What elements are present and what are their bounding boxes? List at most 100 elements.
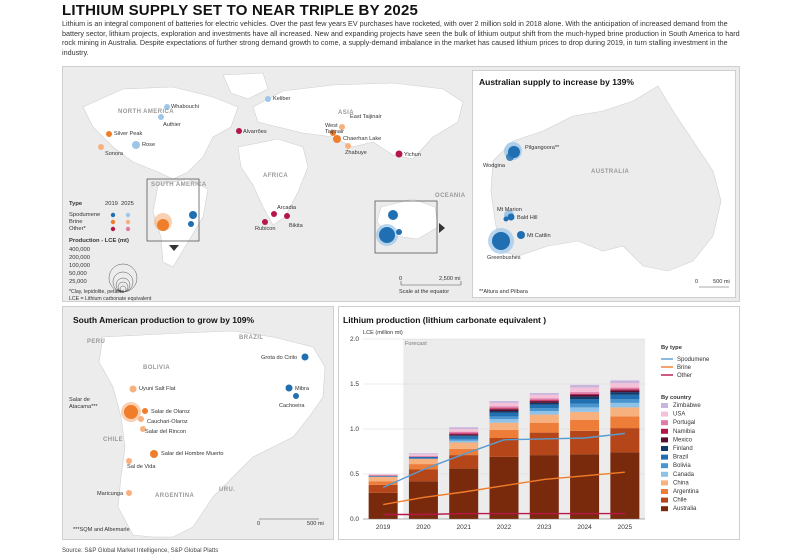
south-america-scale-left: 0	[257, 521, 261, 527]
site-label-cachoeira: Cachoeira	[279, 403, 305, 409]
legend-swatch-finland	[661, 446, 668, 451]
australia-shape	[490, 85, 722, 272]
australia-panel: Australian supply to increase by 139% AU…	[472, 70, 736, 298]
australia-scale-left: 0	[695, 279, 699, 285]
legend-type-brine: Brine	[69, 219, 83, 225]
bar-segment-china-2022	[489, 422, 519, 430]
bar-segment-mexico-2023	[529, 401, 559, 403]
legend-type-spodumene: Spodumene	[69, 212, 101, 218]
bar-segment-usa-2021	[449, 429, 479, 432]
bar-segment-canada-2024	[570, 407, 600, 412]
bar-segment-usa-2019	[368, 474, 398, 475]
legend-country-label: Canada	[673, 472, 695, 478]
site-label-wodgina: Wodgina	[483, 163, 505, 169]
site-label-mibra: Mibra	[295, 386, 309, 392]
legend-by-country-header: By country	[661, 395, 692, 401]
legend-country-label: Namibia	[673, 429, 696, 435]
legend-production-50000: 50,000	[69, 271, 87, 277]
australia-panel-title: Australian supply to increase by 139%	[479, 77, 634, 87]
legend-country-label: Chile	[673, 498, 687, 504]
country-australia: AUSTRALIA	[591, 169, 630, 175]
bar-segment-brazil-2019	[368, 475, 398, 477]
australia-inset-arrow	[439, 223, 445, 233]
site-label-mt-cattlin: Mt Cattlin	[527, 233, 551, 239]
region-south-america: SOUTH AMERICA	[151, 182, 207, 188]
legend-production-header: Production - LCE (mt)	[69, 238, 129, 244]
legend-line-label: Brine	[677, 365, 692, 371]
bar-segment-australia-2020	[408, 481, 438, 519]
bar-segment-brazil-2025	[610, 394, 640, 400]
bar-segment-bolivia-2025	[610, 399, 640, 403]
site-label-olaroz: Salar de Olaroz	[151, 409, 190, 415]
legend-production-100000: 100,000	[69, 263, 90, 269]
production-chart-title: Lithium production (lithium carbonate eq…	[343, 315, 547, 325]
y-tick-label: 0.5	[350, 471, 359, 478]
south-america-detail-shape	[98, 330, 326, 538]
bar-segment-argentina-2023	[529, 422, 559, 433]
bar-segment-zimbabwe-2024	[570, 384, 600, 388]
bar-segment-bolivia-2023	[529, 408, 559, 411]
bar-segment-namibia-2024	[570, 393, 600, 395]
site-label-atacama: Salar de Atacama***	[69, 397, 98, 410]
legend-swatch-portugal	[661, 420, 668, 426]
bar-segment-portugal-2024	[570, 392, 600, 394]
legend-line-label: Spodumene	[677, 357, 710, 363]
bar-segment-brazil-2020	[408, 456, 438, 459]
map-scale-right: 2,500 mi	[439, 276, 461, 282]
legend-swatch-china	[661, 480, 668, 486]
site-label-cauchari-olaroz: Cauchari-Olaroz	[147, 419, 188, 425]
bar-segment-zimbabwe-2023	[529, 393, 559, 395]
legend-year-2025: 2025	[121, 201, 134, 207]
legend-country-label: USA	[673, 412, 685, 418]
legend-country-label: Zimbabwe	[673, 403, 701, 409]
site-label-yichun: Yichun	[404, 152, 421, 158]
bar-segment-finland-2023	[529, 402, 559, 405]
legend-country-label: Mexico	[673, 437, 693, 443]
site-label-rose: Rose	[142, 142, 156, 148]
line-other	[383, 512, 625, 516]
site-label-mt-marion: Mt Marion	[497, 207, 522, 213]
line-brine	[383, 471, 625, 506]
site-label-keliber: Keliber	[273, 96, 291, 102]
legend-swatch-namibia	[661, 428, 668, 434]
legend-production-25000: 25,000	[69, 279, 87, 285]
forecast-label: Forecast	[405, 341, 427, 347]
x-tick-label: 2024	[577, 524, 592, 531]
bar-segment-mexico-2025	[610, 390, 640, 393]
bar-segment-portugal-2025	[610, 387, 640, 390]
bar-segment-portugal-2022	[489, 406, 519, 409]
legend-country-label: Australia	[673, 506, 697, 512]
bar-segment-usa-2025	[610, 383, 640, 388]
production-chart-ylabel: LCE (million mt)	[363, 330, 403, 336]
production-chart: 0.0 0.5 1.0 1.5 2.0 2019 2020 2021 2022 2023 2024 2…	[350, 336, 710, 531]
page-title: LITHIUM SUPPLY SET TO NEAR TRIPLE BY 202…	[62, 2, 419, 19]
bar-segment-chile-2021	[449, 455, 479, 469]
bar-segment-namibia-2023	[529, 400, 559, 402]
world-map	[82, 72, 464, 293]
site-label-arcadia: Arcadia	[277, 205, 296, 211]
bar-segment-china-2023	[529, 414, 559, 423]
bar-segment-zimbabwe-2025	[610, 380, 640, 384]
bar-segment-argentina-2019	[368, 481, 398, 485]
bar-segment-australia-2022	[489, 456, 519, 519]
south-america-panel-title: South American production to grow by 109…	[73, 315, 255, 325]
bar-segment-finland-2022	[489, 411, 519, 413]
x-tick-label: 2019	[376, 524, 391, 531]
bar-segment-chile-2020	[408, 469, 438, 482]
bar-segment-canada-2023	[529, 411, 559, 415]
south-america-inset-box	[146, 178, 200, 242]
bar-segment-brazil-2022	[489, 412, 519, 417]
site-label-rubicon: Rubicon	[255, 226, 276, 232]
bar-segment-zimbabwe-2020	[408, 453, 438, 455]
north-america-shape	[82, 86, 239, 180]
site-label-alvarroes: Alvarrões	[243, 129, 267, 135]
legend-swatch-zimbabwe	[661, 403, 668, 408]
y-tick-label: 1.5	[350, 381, 359, 388]
bar-segment-finland-2021	[449, 435, 479, 437]
bar-segment-canada-2021	[449, 440, 479, 443]
legend-swatch-mexico	[661, 437, 668, 443]
y-tick-label: 1.0	[350, 426, 359, 433]
legend-swatch-argentina	[661, 489, 668, 494]
legend-year-2019: 2019	[105, 201, 118, 207]
legend-country-label: Brazil	[673, 455, 688, 461]
